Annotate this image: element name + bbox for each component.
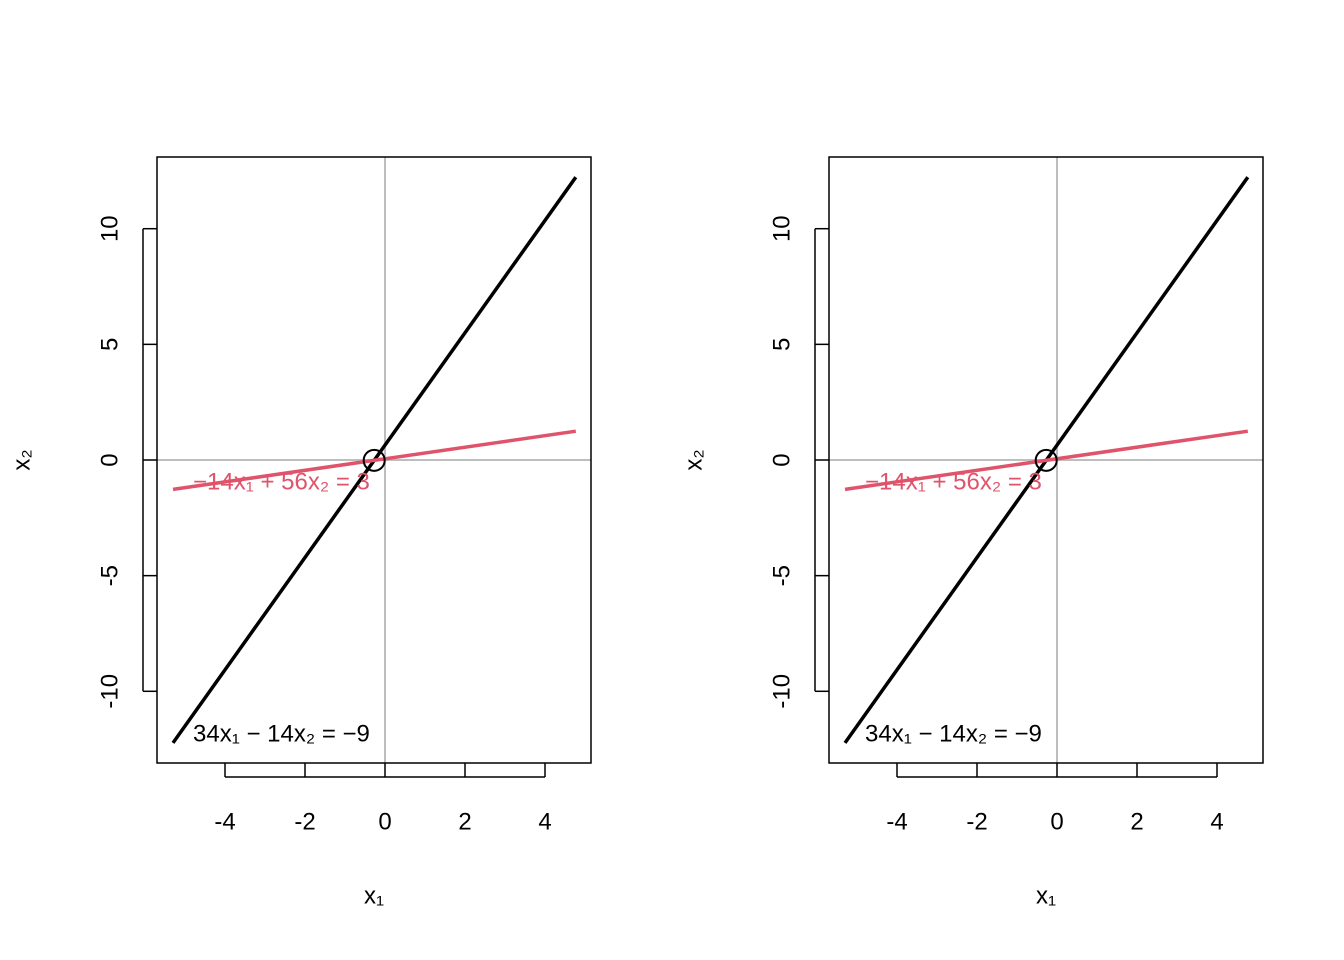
- line-label: −14x₁ + 56x₂ = 3: [865, 469, 1042, 496]
- data-line: [172, 429, 577, 492]
- line-label: 34x₁ − 14x₂ = −9: [193, 720, 370, 747]
- intersection-point: [362, 448, 386, 472]
- y-tick-label: 0: [96, 453, 123, 466]
- data-line: [844, 429, 1249, 492]
- intersection-point: [1034, 448, 1058, 472]
- x-tick-label: -4: [214, 808, 235, 835]
- y-tick-label: 5: [96, 338, 123, 351]
- line-label: 34x₁ − 14x₂ = −9: [865, 720, 1042, 747]
- x-tick-label: -2: [966, 808, 987, 835]
- x-axis-label: x₁: [1036, 882, 1056, 909]
- y-tick-label: 5: [768, 338, 795, 351]
- x-tick-label: 2: [1130, 808, 1143, 835]
- y-tick-label: -5: [768, 565, 795, 586]
- plot-frame: [828, 156, 1264, 764]
- y-tick-label: 10: [768, 215, 795, 242]
- plot-frame: [156, 156, 592, 764]
- x-tick-label: 4: [1210, 808, 1223, 835]
- x-tick-label: 0: [1050, 808, 1063, 835]
- y-tick-label: -10: [768, 674, 795, 709]
- x-tick-label: 2: [458, 808, 471, 835]
- y-tick-label: 10: [96, 215, 123, 242]
- y-axis-label: x₂: [680, 449, 707, 470]
- y-tick-label: -10: [96, 674, 123, 709]
- x-axis-label: x₁: [364, 882, 384, 909]
- x-tick-label: -2: [294, 808, 315, 835]
- x-tick-label: -4: [886, 808, 907, 835]
- y-axis-label: x₂: [8, 449, 35, 470]
- y-tick-label: 0: [768, 453, 795, 466]
- line-label: −14x₁ + 56x₂ = 3: [193, 469, 370, 496]
- x-tick-label: 4: [538, 808, 551, 835]
- y-tick-label: -5: [96, 565, 123, 586]
- x-tick-label: 0: [378, 808, 391, 835]
